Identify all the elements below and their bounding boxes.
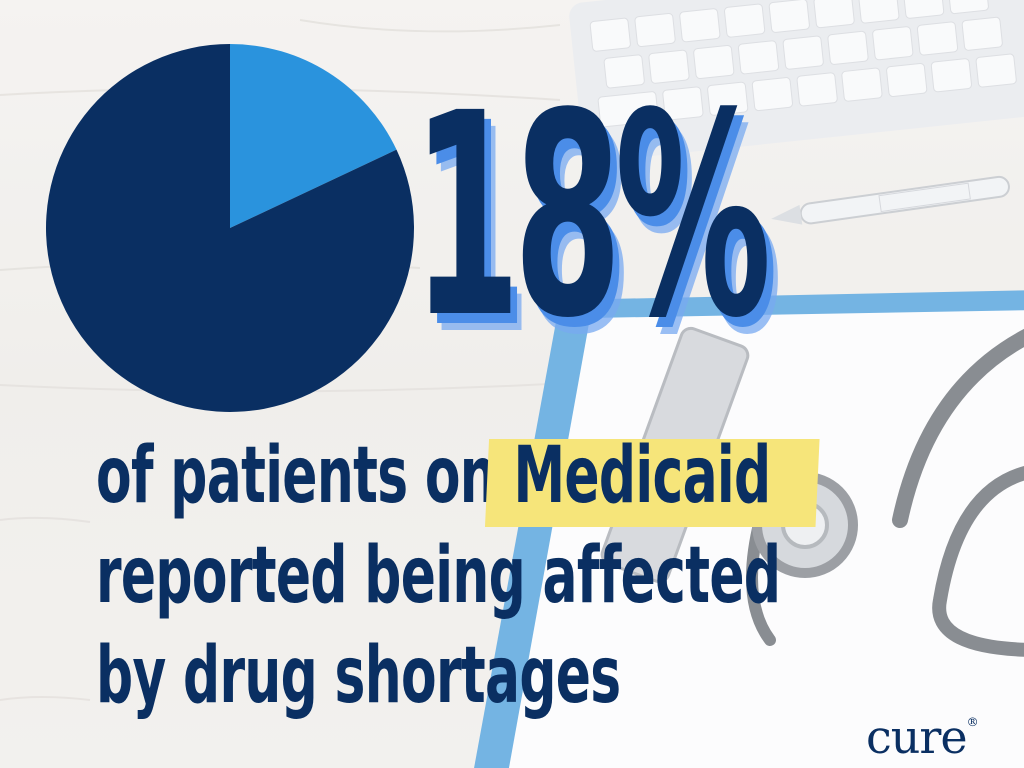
keyboard-image <box>569 0 1024 162</box>
cure-logo-text: cure <box>866 710 968 764</box>
caption-highlight-medicaid: Medicaid <box>513 431 771 521</box>
pie-slice-affected <box>230 44 397 228</box>
registered-mark: ® <box>966 715 979 729</box>
caption-line-1: of patients on Medicaid <box>96 436 771 516</box>
pen-image <box>771 175 1010 225</box>
headline-percent: 18% <box>412 54 772 380</box>
pie-slice-not-affected <box>45 44 414 412</box>
caption-line-3: by drug shortages <box>96 631 621 721</box>
caption-line-2: reported being affected <box>96 531 781 621</box>
caption-prefix: of patients on <box>96 431 514 521</box>
cure-logo: cure® <box>866 710 979 764</box>
pie-slices <box>45 44 414 412</box>
